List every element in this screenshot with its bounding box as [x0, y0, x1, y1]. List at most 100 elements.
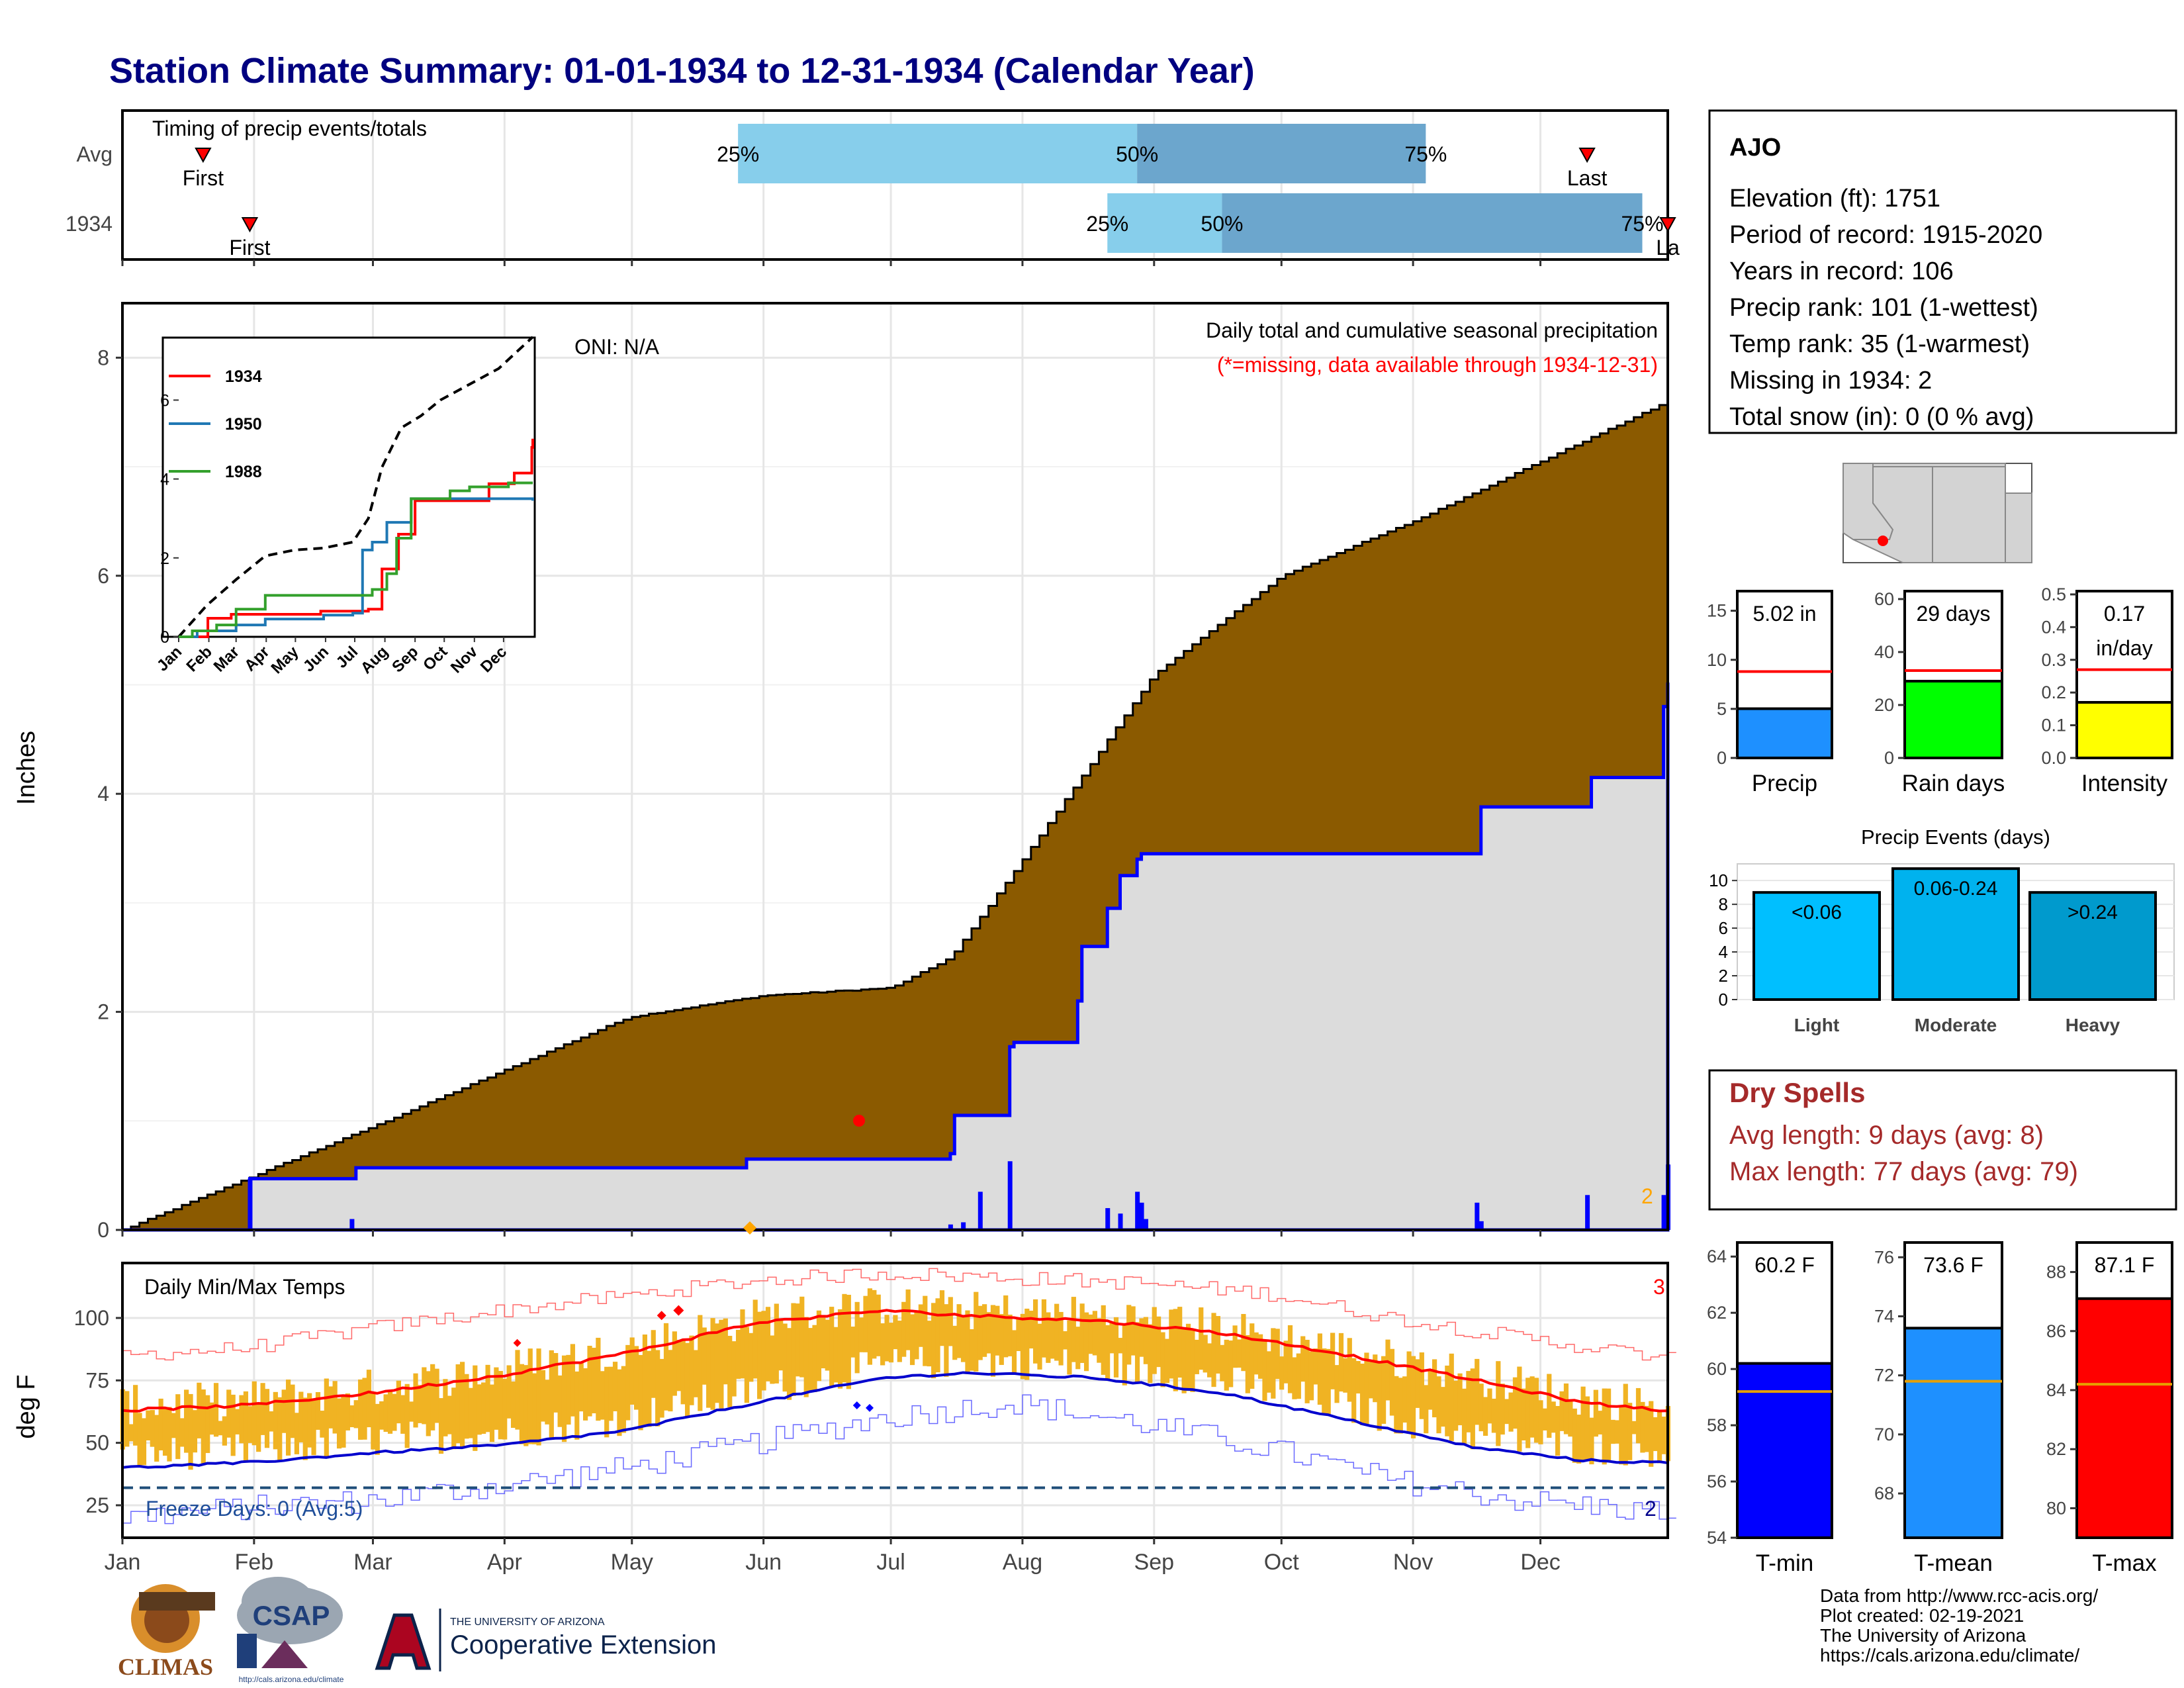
temp-frame — [121, 1262, 1669, 1539]
map-state-texas — [2005, 492, 2032, 563]
normal-min-line — [122, 1371, 1668, 1469]
daily-temp-bar — [1598, 1411, 1603, 1434]
daily-temp-bar — [1118, 1338, 1123, 1354]
daily-temp-bar — [1134, 1322, 1140, 1384]
daily-temp-bar — [133, 1385, 138, 1446]
daily-temp-bar — [1122, 1325, 1127, 1385]
dry-spells-box: Dry Spells Avg length: 9 days (avg: 8) M… — [1708, 1069, 2177, 1211]
daily-temp-bar — [1139, 1318, 1144, 1357]
daily-temp-bar — [659, 1358, 664, 1418]
daily-temp-bar — [502, 1378, 508, 1440]
daily-temp-bar — [1576, 1415, 1582, 1464]
daily-temp-bar — [786, 1328, 792, 1400]
mini-value-label: 0.17 — [2104, 602, 2145, 626]
precip-ytick-label: 4 — [97, 782, 109, 806]
daily-temp-bar — [1385, 1339, 1390, 1401]
mini-bar-T-max — [2075, 1297, 2173, 1539]
daily-temp-bar — [960, 1315, 966, 1362]
daily-temp-bar — [1424, 1385, 1429, 1434]
daily-temp-bar — [1649, 1401, 1654, 1467]
daily-temp-bar — [1097, 1318, 1102, 1363]
inset-legend-label: 1988 — [225, 463, 262, 481]
daily-temp-bar — [1211, 1313, 1216, 1387]
daily-temp-bar — [1236, 1339, 1242, 1368]
daily-temp-bar — [447, 1395, 452, 1434]
daily-temp-bar — [1461, 1388, 1467, 1446]
precip-missing-count: 2 — [1641, 1184, 1653, 1208]
precip-events-panel: Precip Events (days) 0 2 4 6 8 10 <0.06 Light 0.… — [1709, 825, 2175, 1035]
events-title: Precip Events (days) — [1861, 825, 2050, 849]
station-info-line: Precip rank: 101 (1-wettest) — [1729, 294, 2038, 322]
month-label: Jan — [105, 1550, 141, 1575]
daily-temp-bar — [1482, 1397, 1488, 1436]
precip-ytick-label: 0 — [97, 1218, 109, 1242]
daily-temp-bar — [1037, 1323, 1042, 1370]
daily-precip-bar — [1105, 1208, 1111, 1230]
events-ytick-label: 0 — [1719, 990, 1728, 1009]
daily-temp-bar — [1279, 1356, 1285, 1390]
mini-ytick-label: 82 — [2046, 1439, 2066, 1459]
daily-temp-bar — [850, 1327, 856, 1358]
daily-temp-bar — [1475, 1358, 1480, 1425]
daily-temp-bar — [1011, 1330, 1017, 1373]
daily-temp-bar — [1190, 1330, 1195, 1392]
precip-ytick-label: 2 — [97, 1000, 109, 1024]
daily-temp-bar — [307, 1393, 312, 1448]
daily-temp-bar — [1368, 1362, 1373, 1399]
month-label: Jun — [745, 1550, 782, 1575]
first-event-label: First — [229, 236, 270, 259]
daily-temp-bar — [1313, 1348, 1318, 1385]
inset-month-label: Feb — [183, 643, 216, 675]
daily-temp-bar — [1292, 1357, 1297, 1399]
daily-temp-bar — [723, 1318, 728, 1385]
daily-temp-bar — [672, 1331, 677, 1396]
mini-category-label: Precip — [1752, 771, 1817, 796]
daily-temp-bar — [532, 1373, 537, 1444]
temp-missing-max: 3 — [1653, 1275, 1665, 1299]
daily-temp-bar — [1661, 1417, 1666, 1454]
station-info-line: Temp rank: 35 (1-warmest) — [1729, 330, 2030, 358]
daily-temp-bar — [680, 1338, 686, 1405]
daily-temp-bar — [1300, 1336, 1306, 1382]
daily-temp-bar — [663, 1323, 669, 1411]
daily-temp-bar — [1508, 1392, 1514, 1432]
daily-temp-bar — [978, 1305, 983, 1360]
daily-temp-bar — [923, 1295, 928, 1366]
daily-temp-bar — [248, 1406, 253, 1443]
daily-temp-bar — [1631, 1421, 1637, 1434]
daily-temp-bar — [1610, 1419, 1615, 1444]
footer: CLIMAS CSAP http://cals.arizona.edu/clim… — [118, 1577, 2098, 1684]
mini-bar-Intensity — [2075, 701, 2173, 759]
daily-temp-bar — [485, 1364, 490, 1432]
daily-temp-bar — [422, 1367, 427, 1425]
mini-ytick-label: 60 — [1874, 589, 1894, 609]
event-bar-value-label: <0.06 — [1792, 902, 1842, 923]
daily-temp-bar — [328, 1386, 334, 1429]
daily-temp-bar — [638, 1354, 643, 1430]
month-label: Feb — [235, 1550, 274, 1575]
daily-temp-bar — [1623, 1383, 1628, 1466]
timing-row-label: Avg — [76, 142, 113, 166]
oni-label: ONI: N/A — [574, 335, 660, 359]
daily-temp-bar — [124, 1391, 130, 1447]
daily-temp-bar — [1199, 1307, 1204, 1370]
mini-ytick-label: 0.3 — [2041, 650, 2066, 670]
daily-temp-bar — [812, 1325, 817, 1393]
daily-temp-bar — [358, 1379, 363, 1440]
daily-temp-bar — [1504, 1399, 1510, 1425]
last-event-marker — [1578, 148, 1596, 164]
daily-temp-bar — [757, 1311, 762, 1399]
daily-temp-bar — [404, 1383, 410, 1448]
daily-temp-bar — [519, 1364, 524, 1444]
daily-temp-bar — [647, 1350, 652, 1427]
daily-temp-bar — [302, 1397, 308, 1460]
daily-temp-bar — [197, 1382, 202, 1438]
inset-month-label: Aug — [357, 643, 392, 677]
daily-temp-bar — [740, 1309, 745, 1379]
month-label: Aug — [1003, 1550, 1043, 1575]
daily-temp-bar — [909, 1314, 915, 1366]
daily-temp-bar — [383, 1394, 388, 1432]
daily-temp-bar — [693, 1350, 699, 1397]
daily-temp-bar — [1479, 1383, 1484, 1432]
daily-temp-bar — [396, 1380, 401, 1424]
